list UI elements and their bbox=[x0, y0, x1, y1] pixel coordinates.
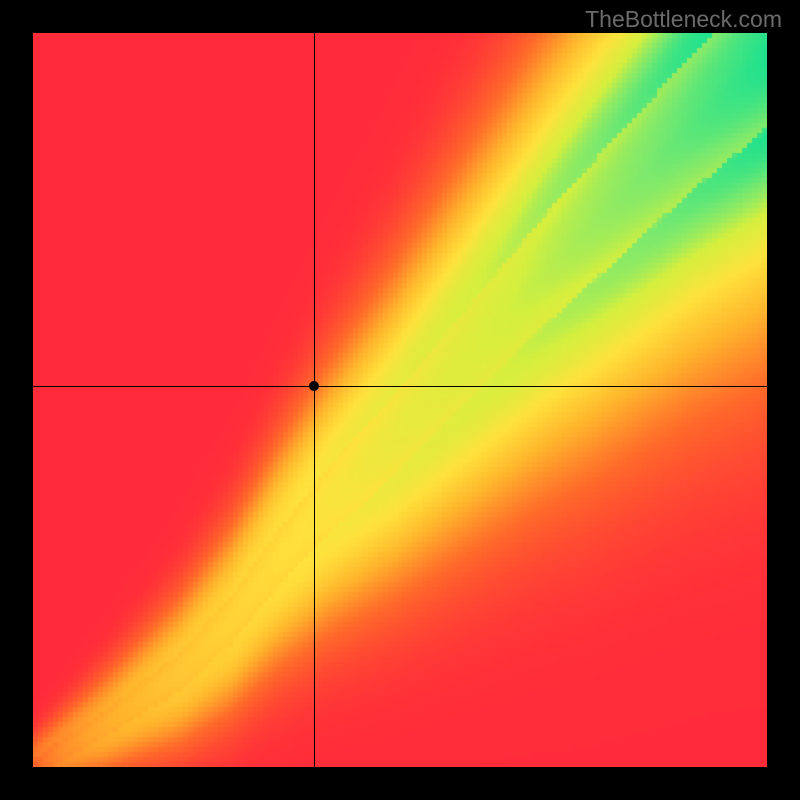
heatmap-plot bbox=[33, 33, 767, 767]
crosshair-vertical bbox=[314, 33, 315, 767]
chart-stage: TheBottleneck.com bbox=[0, 0, 800, 800]
crosshair-horizontal bbox=[33, 386, 767, 387]
watermark-text: TheBottleneck.com bbox=[585, 6, 782, 33]
heatmap-canvas bbox=[33, 33, 767, 767]
marker-point bbox=[309, 381, 319, 391]
